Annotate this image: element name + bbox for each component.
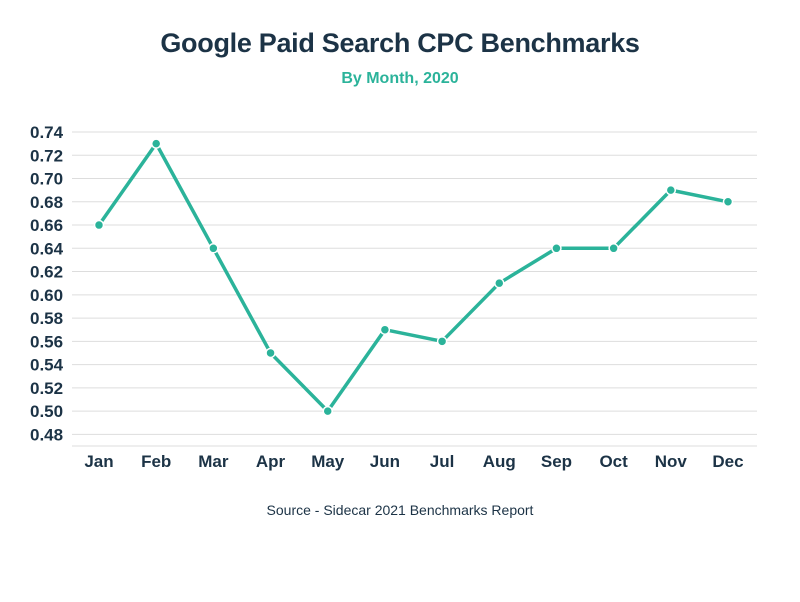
chart-subtitle: By Month, 2020 [341,70,459,87]
y-tick-label: 0.48 [30,425,63,444]
y-tick-label: 0.56 [30,332,63,351]
y-tick-label: 0.74 [30,123,64,142]
x-tick-label: Jun [370,452,400,471]
y-tick-label: 0.60 [30,286,63,305]
data-point[interactable] [379,324,391,335]
series-layer [93,138,734,417]
y-tick-label: 0.62 [30,263,63,282]
data-point[interactable] [150,138,162,149]
series-line [97,141,730,413]
x-tick-label: Jan [84,452,113,471]
x-tick-label: Mar [198,452,229,471]
y-tick-label: 0.66 [30,216,63,235]
chart-title: Google Paid Search CPC Benchmarks [160,28,640,58]
y-tick-label: 0.70 [30,170,63,189]
data-point[interactable] [322,405,333,417]
x-tick-label: Jul [430,452,455,471]
data-point[interactable] [494,277,505,289]
x-tick-label: Oct [599,452,628,471]
data-point[interactable] [93,219,105,231]
y-tick-label: 0.64 [30,239,64,258]
x-tick-label: Nov [655,452,688,471]
x-tick-label: Dec [712,452,743,471]
data-point[interactable] [436,336,448,347]
x-axis: Jan Feb Mar Apr May Jun Jul Aug Sep Oct Nov Dec [84,452,743,471]
y-axis: 0.74 0.72 0.70 0.68 0.66 0.64 0.62 0.60 0.58 0.56… [30,123,64,444]
x-tick-label: Sep [541,452,572,471]
y-tick-label: 0.54 [30,356,64,375]
x-tick-label: May [311,452,345,471]
source-note: Source - Sidecar 2021 Benchmarks Report [266,502,534,518]
data-point[interactable] [608,243,619,254]
data-point[interactable] [665,184,677,196]
data-point[interactable] [208,243,219,254]
data-point[interactable] [551,243,562,254]
grid-lines [72,131,757,447]
y-tick-label: 0.72 [30,146,63,165]
data-point[interactable] [722,196,734,208]
y-tick-label: 0.68 [30,193,63,212]
x-tick-label: Aug [483,452,516,471]
y-tick-label: 0.58 [30,309,63,328]
x-tick-label: Apr [256,452,286,471]
data-point[interactable] [265,347,276,359]
y-tick-label: 0.52 [30,379,63,398]
x-tick-label: Feb [141,452,171,471]
y-tick-label: 0.50 [30,402,63,421]
